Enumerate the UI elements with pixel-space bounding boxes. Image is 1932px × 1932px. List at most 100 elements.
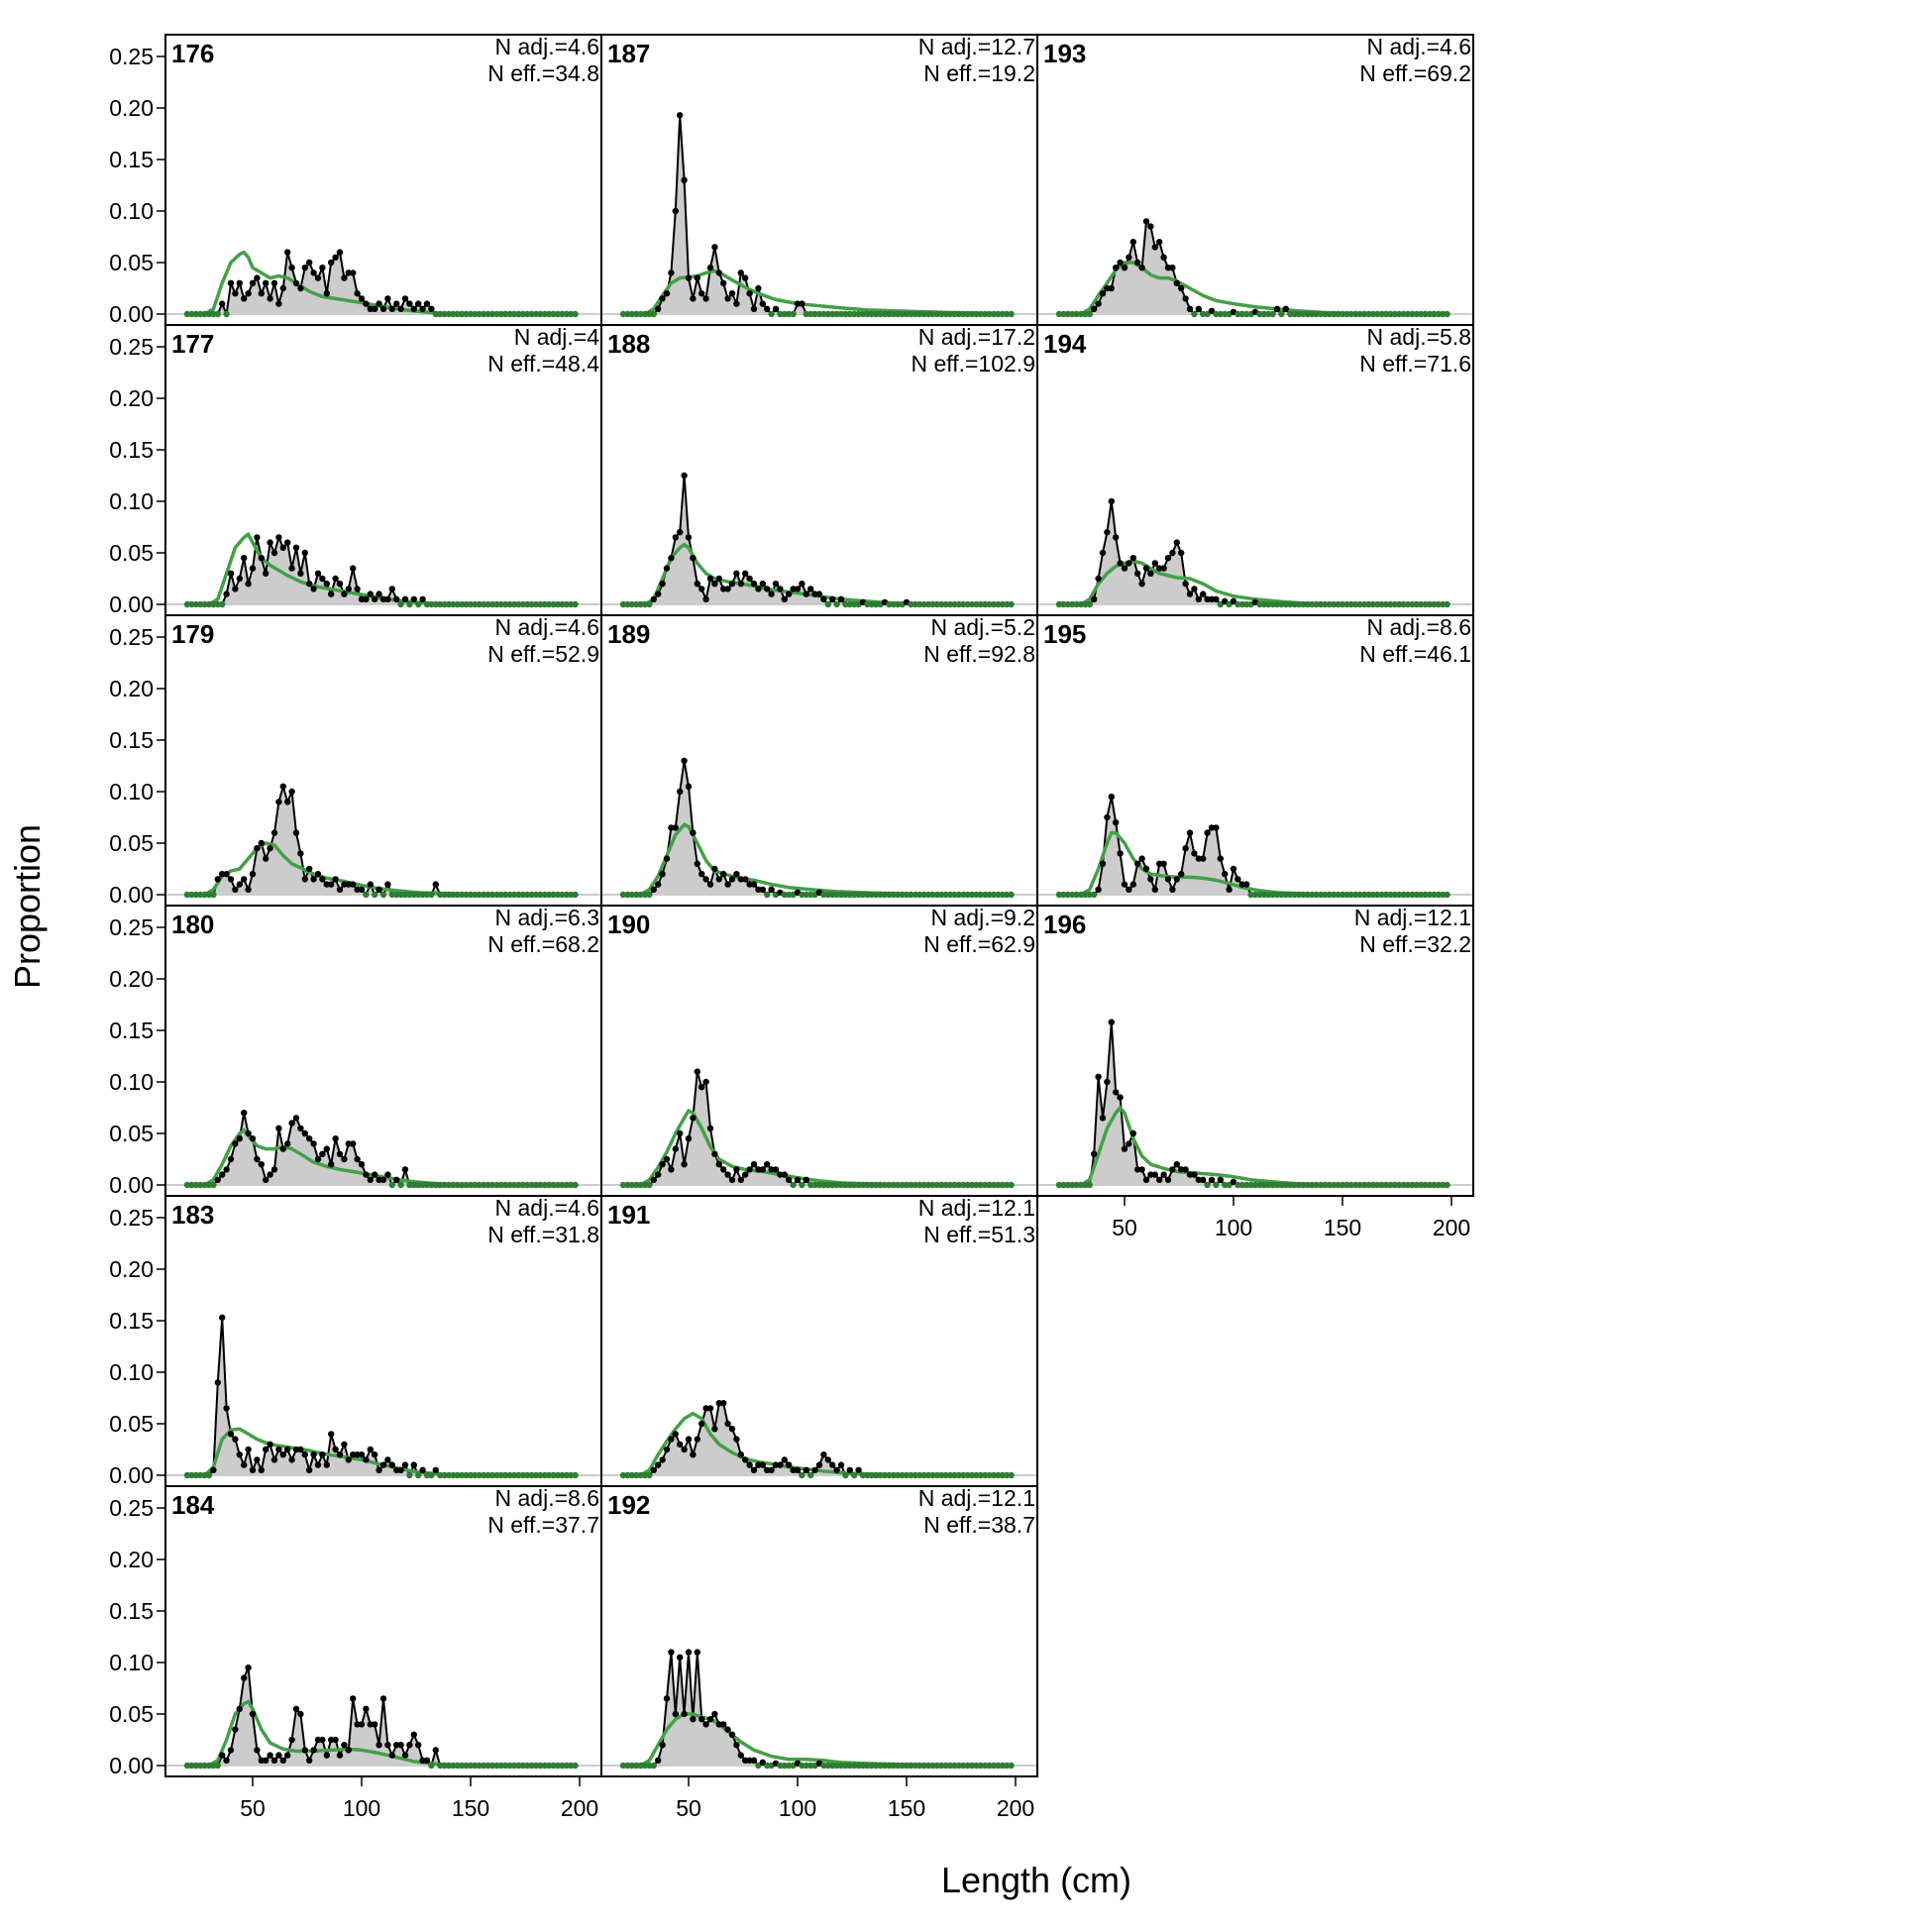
- zero-point: [960, 600, 967, 608]
- y-tick-label: 0.15: [109, 727, 154, 753]
- observed-point: [354, 290, 361, 297]
- observed-point: [410, 595, 417, 602]
- zero-point: [820, 891, 827, 899]
- y-tick-label: 0.10: [109, 779, 154, 805]
- zero-point: [537, 1471, 544, 1479]
- observed-point: [267, 1171, 273, 1178]
- zero-point: [1352, 600, 1359, 608]
- zero-point: [572, 891, 579, 899]
- zero-point: [488, 891, 496, 899]
- zero-point: [873, 891, 880, 899]
- zero-point: [1418, 600, 1425, 608]
- zero-point: [1404, 1181, 1412, 1189]
- zero-point: [450, 1471, 457, 1479]
- observed-point: [419, 1757, 426, 1765]
- observed-point: [685, 1436, 693, 1443]
- zero-point: [1287, 600, 1294, 608]
- zero-point: [990, 891, 998, 899]
- zero-point: [472, 310, 479, 318]
- zero-point: [960, 1762, 967, 1770]
- zero-point: [1069, 310, 1076, 318]
- observed-point: [772, 1166, 780, 1173]
- observed-point: [737, 269, 744, 276]
- zero-point: [790, 1181, 797, 1189]
- observed-point: [249, 279, 257, 286]
- zero-point: [628, 1181, 635, 1189]
- zero-point: [868, 310, 875, 318]
- zero-point: [815, 1181, 823, 1189]
- observed-point: [384, 595, 391, 602]
- zero-point: [497, 1471, 504, 1479]
- observed-area: [187, 252, 576, 314]
- zero-point: [559, 1181, 566, 1189]
- zero-point: [833, 1181, 840, 1189]
- zero-point: [886, 1762, 893, 1770]
- observed-point: [1191, 1171, 1198, 1178]
- zero-point: [183, 600, 191, 608]
- observed-point: [292, 1705, 300, 1713]
- observed-point: [263, 570, 269, 577]
- zero-point: [955, 600, 962, 608]
- x-tick-label: 50: [240, 1795, 266, 1821]
- zero-point: [1335, 310, 1342, 318]
- zero-point: [646, 1471, 653, 1479]
- observed-point: [384, 1171, 391, 1178]
- zero-point: [886, 600, 893, 608]
- observed-point: [1108, 497, 1116, 505]
- zero-point: [1260, 600, 1268, 608]
- zero-point: [641, 600, 649, 608]
- observed-point: [284, 249, 291, 256]
- zero-point: [815, 310, 823, 318]
- zero-point: [1238, 1181, 1246, 1189]
- y-tick-label: 0.20: [109, 95, 154, 121]
- observed-point: [393, 1466, 400, 1474]
- panel-label: 194: [1043, 329, 1087, 359]
- zero-point: [497, 1181, 504, 1189]
- panel-195: 195 N adj.=8.6N eff.=46.1: [1036, 614, 1474, 907]
- observed-point: [824, 1456, 831, 1463]
- observed-point: [279, 1451, 286, 1458]
- observed-point: [345, 1747, 352, 1754]
- zero-point: [955, 1471, 962, 1479]
- zero-point: [942, 600, 949, 608]
- observed-point: [1238, 881, 1246, 888]
- y-tick-label: 0.00: [109, 882, 154, 908]
- zero-point: [437, 1762, 444, 1770]
- zero-point: [999, 1762, 1006, 1770]
- zero-point: [807, 310, 814, 318]
- zero-point: [541, 600, 548, 608]
- zero-point: [646, 1762, 653, 1770]
- zero-point: [955, 310, 962, 318]
- zero-point: [955, 891, 962, 899]
- n-eff-label: N eff.=48.4: [487, 351, 599, 376]
- zero-point: [572, 1471, 579, 1479]
- observed-point: [1113, 819, 1120, 826]
- zero-point: [467, 600, 475, 608]
- observed-point: [855, 1466, 862, 1474]
- x-tick-label: 200: [1433, 1215, 1470, 1240]
- panel-label: 195: [1043, 619, 1086, 649]
- zero-point: [515, 1762, 522, 1770]
- zero-point: [1317, 310, 1325, 318]
- n-adj-label: N adj.=17.2: [918, 324, 1035, 350]
- observed-point: [372, 305, 378, 312]
- zero-point: [1265, 600, 1272, 608]
- observed-point: [1151, 244, 1159, 251]
- observed-point: [279, 1757, 286, 1765]
- zero-point: [183, 1471, 191, 1479]
- observed-point: [759, 1166, 766, 1173]
- observed-point: [728, 1176, 736, 1184]
- zero-point: [1278, 310, 1285, 318]
- zero-point: [463, 1471, 470, 1479]
- zero-point: [192, 1181, 199, 1189]
- y-tick-label: 0.10: [109, 198, 154, 224]
- zero-point: [450, 891, 457, 899]
- zero-point: [899, 1762, 906, 1770]
- zero-point: [515, 310, 522, 318]
- zero-point: [951, 310, 958, 318]
- zero-point: [624, 891, 631, 899]
- observed-point: [372, 1451, 378, 1458]
- observed-point: [270, 1166, 278, 1173]
- observed-point: [1156, 565, 1163, 572]
- y-tick-label: 0.05: [109, 540, 154, 566]
